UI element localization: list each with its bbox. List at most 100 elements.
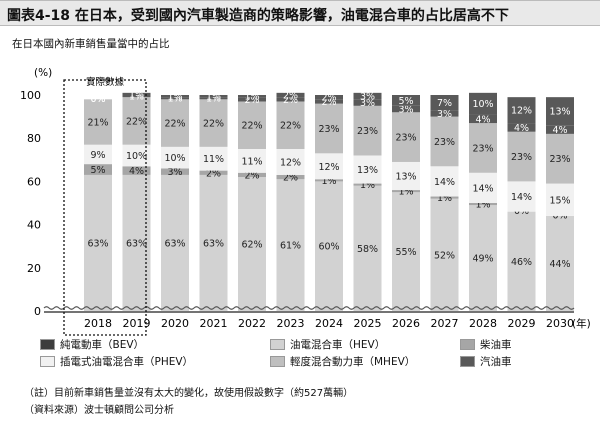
bar-HEV-2027 [430,198,459,311]
bar-HEV-2018 [84,174,112,311]
bar-PHEV-2022 [238,149,266,173]
bar-PHEV-2027 [430,166,459,197]
data-label-PHEV-2020: 10% [164,153,185,164]
bar-HEV-2026 [392,192,420,311]
data-label-HEV-2020: 63% [164,238,185,249]
data-label-MHEV-2019: 22% [126,116,147,127]
bar-HEV-2030 [546,215,574,311]
data-label-diesel-2024: 1% [321,176,336,187]
legend-item-phev: 插電式油電混合車（PHEV） [40,354,193,369]
x-tick-label-2021: 2021 [200,317,228,330]
bar-HEV-2029 [507,211,536,311]
data-label-top-2029: 12% [511,106,532,117]
data-label-MHEV-2028: 23% [472,143,493,154]
source-note: （資料來源）波士頓顧問公司分析 [24,405,174,416]
data-label-MHEV-2025: 23% [357,126,378,137]
bar-top-2030 [546,97,574,126]
bar-HEV-2020 [161,174,189,311]
bar-gasoline-2025 [353,99,382,106]
bar-HEV-2023 [276,179,305,311]
bar-HEV-2028 [469,205,497,311]
data-label-PHEV-2029: 14% [511,192,532,203]
y-tick-label-0: 0 [34,305,41,318]
data-label-gasoline-2023: 2% [283,95,298,106]
bar-MHEV-2021 [199,99,228,147]
bar-PHEV-2030 [546,183,574,216]
legend-item-hev: 油電混合車（HEV） [270,337,385,352]
data-label-MHEV-2030: 23% [549,154,570,165]
data-label-HEV-2027: 52% [434,250,455,261]
bar-gasoline-2027 [430,110,459,117]
bar-PHEV-2028 [469,172,497,203]
bar-PHEV-2019 [122,144,151,167]
bar-diesel-2027 [430,196,459,199]
data-label-HEV-2028: 49% [472,254,493,265]
bar-gasoline-2022 [238,97,266,102]
bar-HEV-2022 [238,177,266,311]
bar-HEV-2025 [353,185,382,311]
data-label-HEV-2026: 55% [395,247,416,258]
data-label-top-2030: 13% [549,107,570,118]
x-tick-label-2026: 2026 [392,317,420,330]
x-tick-label-2027: 2027 [431,317,459,330]
bar-gasoline-2028 [469,114,497,124]
legend-label-phev: 插電式油電混合車（PHEV） [60,356,194,368]
bar-MHEV-2022 [238,101,266,149]
y-tick-label-80: 80 [27,132,41,145]
x-tick-label-2022: 2022 [238,317,266,330]
bar-gasoline-2024 [315,99,343,104]
data-label-PHEV-2028: 14% [472,183,493,194]
data-label-gasoline-2027: 3% [437,109,452,120]
data-label-MHEV-2024: 23% [318,124,339,135]
legend-item-gasoline: 汽油車 [460,354,512,369]
data-label-HEV-2030: 44% [549,259,570,270]
bar-HEV-2024 [315,181,343,311]
data-label-diesel-2020: 3% [167,167,182,178]
y-tick-label-60: 60 [27,175,41,188]
x-axis-unit: (年) [572,317,591,330]
data-label-diesel-2022: 2% [244,170,259,181]
bar-gasoline-2029 [507,123,536,132]
data-label-MHEV-2027: 23% [434,137,455,148]
data-label-PHEV-2018: 9% [90,150,105,161]
title-bar: 圖表4-18 在日本，受到國內汽車製造商的策略影響，油電混合車的占比居高不下 [0,0,600,26]
bar-diesel-2019 [122,166,151,175]
data-label-gasoline-2028: 4% [475,114,490,125]
data-label-HEV-2029: 46% [511,257,532,268]
bar-MHEV-2030 [546,133,574,184]
data-label-MHEV-2022: 22% [241,121,262,132]
data-label-gasoline-2024: 2% [321,97,336,108]
data-label-diesel-2019: 4% [129,166,144,177]
legend-swatch-bev [40,339,55,350]
bar-MHEV-2025 [353,105,382,156]
data-label-HEV-2022: 62% [241,240,262,251]
bar-PHEV-2021 [199,146,228,171]
data-label-gasoline-2030: 4% [552,125,567,136]
data-label-MHEV-2023: 22% [280,121,301,132]
bar-top-2027 [430,95,459,111]
x-tick-label-2028: 2028 [469,317,497,330]
bar-PHEV-2020 [161,146,189,169]
bar-diesel-2020 [161,168,189,175]
data-label-MHEV-2026: 23% [395,133,416,144]
bar-MHEV-2019 [122,97,151,145]
data-label-MHEV-2018: 21% [87,118,108,129]
bar-gasoline-2023 [276,97,305,102]
bar-diesel-2018 [84,164,112,175]
data-label-diesel-2027: 1% [437,193,452,204]
y-axis-unit: (%) [34,67,52,79]
data-label-top-2022: 1% [244,92,259,103]
data-label-gasoline-2025: 3% [360,98,375,109]
data-label-diesel-2021: 2% [206,168,221,179]
x-tick-label-2020: 2020 [161,317,189,330]
data-label-HEV-2023: 61% [280,241,301,252]
data-label-diesel-2025: 1% [360,180,375,191]
chart-subtitle: 在日本國內新車銷售量當中的占比 [12,38,170,50]
bar-MHEV-2027 [430,116,459,167]
x-tick-label-2030: 2030 [546,317,574,330]
y-tick-label-100: 100 [20,89,41,102]
data-label-HEV-2019: 63% [126,238,147,249]
data-label-PHEV-2019: 10% [126,151,147,162]
bar-top-2022 [238,95,266,98]
legend-label-gasoline: 汽油車 [480,356,512,368]
